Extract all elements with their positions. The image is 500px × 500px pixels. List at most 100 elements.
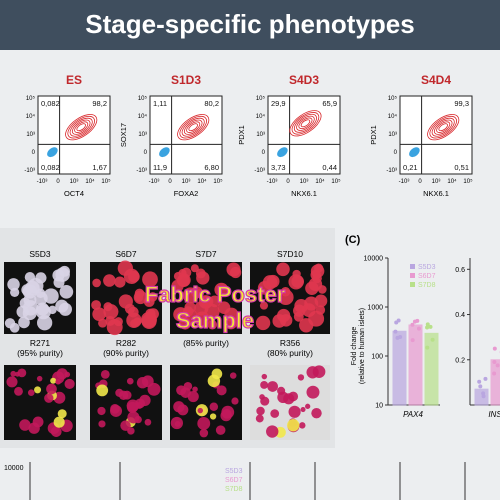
plot-frame	[149, 95, 223, 175]
x-axis-label: FOXA2	[174, 189, 199, 198]
cluster	[100, 369, 110, 379]
dot	[481, 394, 486, 399]
cluster	[312, 365, 326, 379]
cluster	[287, 419, 300, 432]
cluster	[92, 307, 106, 321]
x-tick-label: 10³	[70, 179, 79, 185]
x-axis-label: NKX6.1	[423, 189, 449, 198]
cluster	[194, 311, 211, 328]
bar	[490, 359, 500, 406]
cluster	[98, 318, 108, 328]
bar	[424, 332, 439, 406]
y-tick-label: 10⁵	[138, 95, 148, 102]
y-axis-label: Fold change(relative to human islets)	[351, 308, 366, 384]
cluster	[34, 386, 42, 394]
y-tick-label: 100	[371, 354, 383, 361]
image-label: R356 (80% purity)	[267, 338, 313, 358]
cluster	[92, 278, 101, 288]
y-tick-label: -10³	[254, 168, 265, 174]
dot	[478, 384, 483, 389]
panel-title: S1D3	[171, 73, 201, 87]
cluster	[22, 284, 38, 299]
cluster	[35, 304, 51, 320]
cluster	[50, 426, 62, 437]
cluster	[127, 411, 140, 424]
y-tick-label: 10	[375, 403, 383, 410]
contour-blue	[277, 147, 288, 158]
cluster	[229, 372, 237, 379]
dot	[410, 338, 415, 343]
cluster	[291, 275, 305, 288]
cluster	[310, 264, 325, 278]
cluster	[55, 379, 61, 385]
dot	[425, 322, 430, 327]
x-tick-label: 10⁵	[101, 178, 111, 185]
dot	[492, 360, 497, 365]
contour	[427, 114, 460, 141]
y-tick-label: 10⁴	[388, 113, 398, 120]
panel-title: S4D4	[421, 73, 451, 87]
contour	[74, 121, 89, 133]
y-axis-label: PDX1	[237, 125, 246, 145]
watermark: Fabric Poster	[145, 282, 286, 307]
cluster	[55, 299, 69, 313]
legend-label: S6D7	[225, 477, 243, 484]
contour	[177, 114, 210, 141]
y-tick-label: 0	[394, 150, 398, 156]
contour-blue	[159, 147, 170, 158]
dot	[425, 325, 430, 330]
x-tick-label: -10³	[399, 179, 410, 185]
contour	[71, 119, 91, 135]
cluster	[57, 409, 67, 419]
x-axis-label: PAX4	[403, 410, 423, 419]
contour	[300, 119, 311, 128]
contour	[438, 123, 448, 132]
quadrant-value: 80,2	[204, 99, 219, 108]
quadrant-value: 6,80	[204, 163, 219, 172]
image-label: R271 (95% purity)	[17, 338, 63, 358]
cluster	[197, 417, 211, 430]
image-label: S7D7	[195, 249, 217, 259]
cluster	[207, 374, 221, 388]
legend-label: S5D3	[225, 468, 243, 475]
contour-blue	[409, 147, 420, 158]
x-tick-label: 10⁵	[331, 178, 341, 185]
legend-swatch	[410, 282, 415, 287]
contour	[289, 110, 322, 137]
cluster	[103, 302, 113, 312]
cluster	[14, 386, 23, 396]
y-axis-label: PDX1	[369, 125, 378, 145]
cluster	[55, 267, 70, 282]
quadrant-value: 65,9	[322, 99, 337, 108]
dot	[495, 363, 500, 368]
y-tick-label: 10⁴	[138, 113, 148, 120]
y-tick-label: 10⁵	[388, 95, 398, 102]
dot	[492, 346, 497, 351]
contour	[76, 123, 86, 132]
x-axis-label: OCT4	[64, 189, 84, 198]
quadrant-value: 0,51	[454, 163, 469, 172]
image-label: S6D7	[115, 249, 137, 259]
cluster	[34, 291, 48, 306]
cluster	[35, 272, 47, 284]
cluster	[117, 260, 134, 276]
contour	[69, 117, 93, 137]
cluster	[103, 274, 116, 287]
image-label: R282 (90% purity)	[103, 338, 149, 358]
contour	[183, 119, 203, 135]
y-tick-label: 0.6	[455, 267, 465, 274]
dot	[483, 376, 488, 381]
cluster	[259, 301, 269, 310]
y-tick-label: 10⁴	[256, 113, 266, 120]
image-label: S5D3	[29, 249, 51, 259]
y-tick-label: 0	[144, 150, 148, 156]
contour	[186, 121, 201, 133]
cluster	[199, 428, 209, 438]
cluster	[267, 381, 278, 392]
bar	[408, 324, 423, 406]
cluster	[177, 404, 189, 416]
cluster	[44, 393, 54, 403]
cluster	[114, 276, 126, 288]
cluster	[134, 288, 145, 299]
cluster	[106, 319, 123, 336]
